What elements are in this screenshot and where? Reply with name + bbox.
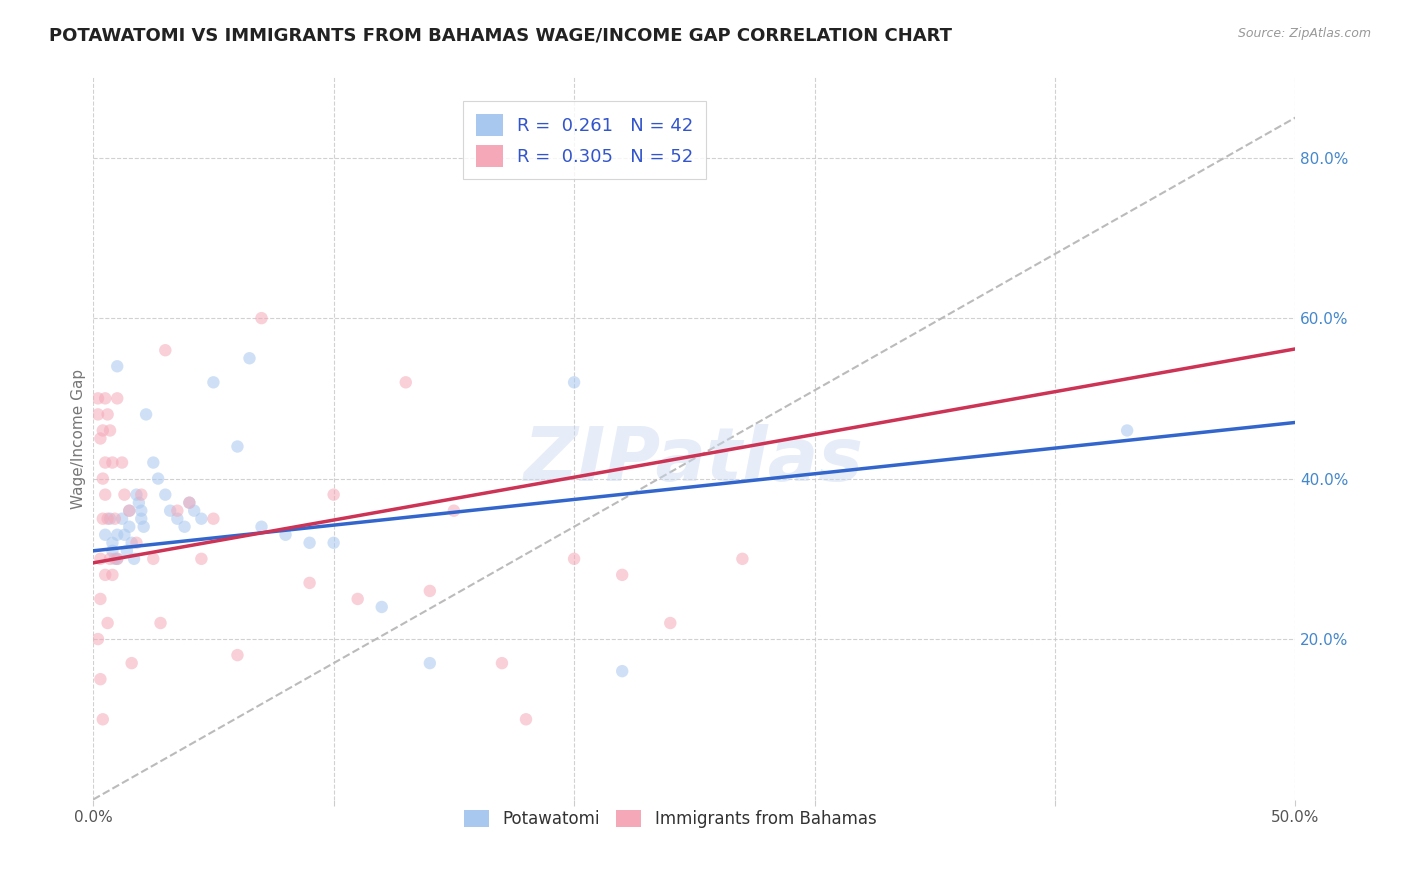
Point [443,504,465,518]
Point [1116,424,1139,438]
Point [562,551,585,566]
Point [322,488,344,502]
Point [129,504,152,518]
Point [121,656,143,670]
Point [97,408,120,422]
Point [129,512,152,526]
Point [322,536,344,550]
Point [94,528,117,542]
Point [346,591,368,606]
Point [298,575,321,590]
Point [202,512,225,526]
Point [105,392,128,406]
Point [105,551,128,566]
Point [179,496,201,510]
Point [121,536,143,550]
Point [132,520,155,534]
Point [135,408,157,422]
Point [173,520,195,534]
Point [142,551,165,566]
Point [97,512,120,526]
Text: ZIPatlas: ZIPatlas [524,424,865,497]
Point [94,488,117,502]
Point [659,615,682,630]
Point [238,351,260,366]
Point [146,472,169,486]
Point [105,528,128,542]
Text: Source: ZipAtlas.com: Source: ZipAtlas.com [1237,27,1371,40]
Point [419,583,441,598]
Y-axis label: Wage/Income Gap: Wage/Income Gap [72,368,86,508]
Point [129,488,152,502]
Point [142,456,165,470]
Point [274,528,297,542]
Point [89,432,111,446]
Point [395,376,418,390]
Point [155,488,177,502]
Point [125,536,148,550]
Point [101,567,124,582]
Point [118,504,141,518]
Point [179,496,201,510]
Point [105,551,128,566]
Point [419,656,441,670]
Point [98,551,121,566]
Point [562,376,585,390]
Point [166,512,188,526]
Text: POTAWATOMI VS IMMIGRANTS FROM BAHAMAS WAGE/INCOME GAP CORRELATION CHART: POTAWATOMI VS IMMIGRANTS FROM BAHAMAS WA… [49,27,952,45]
Point [183,504,205,518]
Point [114,488,136,502]
Point [190,551,212,566]
Point [101,456,124,470]
Point [202,376,225,390]
Point [491,656,513,670]
Point [104,551,127,566]
Point [731,551,754,566]
Point [371,599,394,614]
Point [515,712,537,726]
Point [87,392,110,406]
Point [91,424,114,438]
Point [118,520,141,534]
Point [115,543,138,558]
Point [91,472,114,486]
Point [105,359,128,374]
Point [114,528,136,542]
Point [111,512,134,526]
Point [94,567,117,582]
Point [612,664,634,678]
Point [101,543,124,558]
Point [166,504,188,518]
Legend: Potawatomi, Immigrants from Bahamas: Potawatomi, Immigrants from Bahamas [457,803,883,835]
Point [91,512,114,526]
Point [89,672,111,686]
Point [298,536,321,550]
Point [94,392,117,406]
Point [87,408,110,422]
Point [226,648,249,662]
Point [111,456,134,470]
Point [125,488,148,502]
Point [104,512,127,526]
Point [91,712,114,726]
Point [250,520,273,534]
Point [226,440,249,454]
Point [89,551,111,566]
Point [97,615,120,630]
Point [159,504,181,518]
Point [98,512,121,526]
Point [98,424,121,438]
Point [612,567,634,582]
Point [128,496,150,510]
Point [190,512,212,526]
Point [250,311,273,326]
Point [149,615,172,630]
Point [89,591,111,606]
Point [87,632,110,646]
Point [94,456,117,470]
Point [155,343,177,358]
Point [101,536,124,550]
Point [122,551,145,566]
Point [118,504,141,518]
